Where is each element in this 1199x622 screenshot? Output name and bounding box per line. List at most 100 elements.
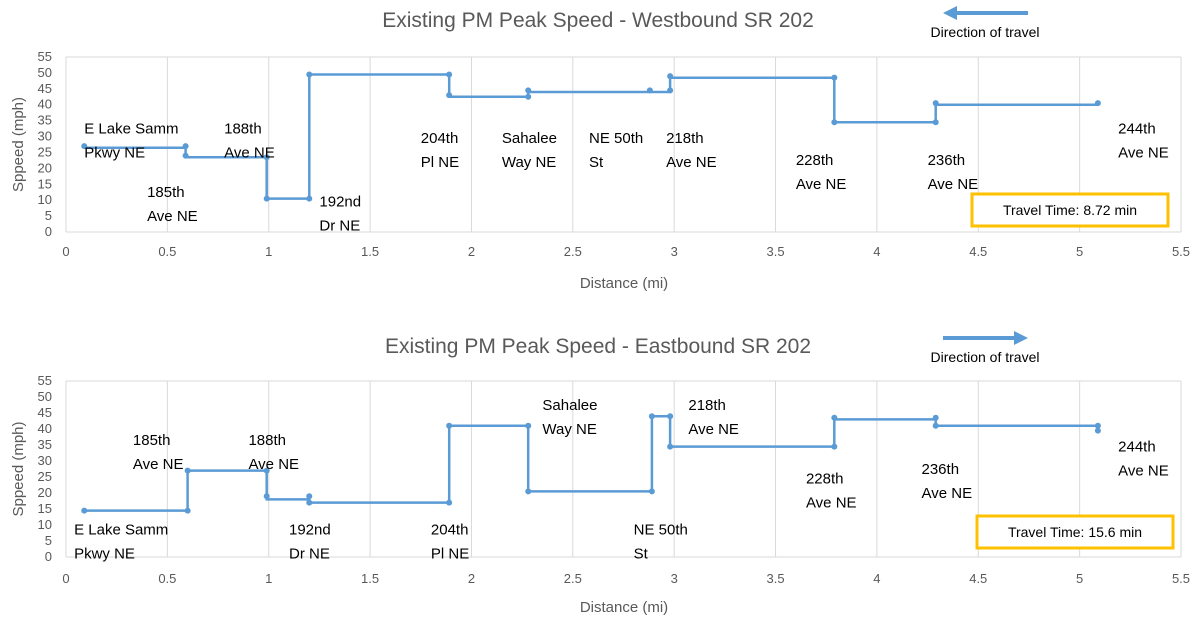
data-point — [667, 73, 674, 80]
chart-title: Existing PM Peak Speed - Westbound SR 20… — [382, 9, 814, 32]
x-tick-label: 3 — [671, 244, 678, 259]
intersection-label: E Lake Samm Pkwy NE — [74, 522, 168, 563]
y-tick-label: 35 — [38, 437, 52, 452]
data-point — [1094, 100, 1101, 107]
travel-time-label: Travel Time: 8.72 min — [1003, 202, 1137, 218]
data-point — [182, 152, 189, 159]
data-point — [648, 488, 655, 495]
x-tick-label: 3.5 — [767, 571, 785, 586]
intersection-label: 218th Ave NE — [666, 130, 717, 171]
intersection-label: 236th Ave NE — [928, 152, 979, 193]
intersection-label: 204th Pl NE — [431, 522, 469, 563]
y-tick-label: 55 — [38, 373, 52, 388]
x-tick-label: 4.5 — [969, 571, 987, 586]
x-tick-label: 4 — [873, 244, 880, 259]
data-point — [306, 71, 313, 78]
data-point — [263, 467, 270, 474]
x-tick-label: 5.5 — [1172, 571, 1190, 586]
x-tick-label: 0 — [62, 571, 69, 586]
travel-time-label: Travel Time: 15.6 min — [1008, 524, 1142, 540]
data-point — [263, 154, 270, 161]
intersection-label: 185th Ave NE — [133, 432, 184, 473]
data-point — [263, 195, 270, 202]
x-tick-label: 2 — [468, 244, 475, 259]
eastbound-speed-chart: Existing PM Peak Speed - Eastbound SR 20… — [10, 331, 1190, 616]
data-point — [81, 143, 88, 150]
data-point — [667, 413, 674, 420]
data-point — [446, 422, 453, 429]
intersection-label: 244th Ave NE — [1118, 120, 1169, 161]
x-tick-label: 1 — [265, 244, 272, 259]
y-tick-label: 10 — [38, 192, 52, 207]
data-point — [184, 507, 191, 514]
data-point — [446, 499, 453, 506]
y-tick-label: 0 — [45, 549, 52, 564]
data-point — [831, 74, 838, 81]
y-tick-label: 55 — [38, 49, 52, 64]
intersection-label: 188th Ave NE — [224, 120, 275, 161]
intersection-label: 236th Ave NE — [922, 461, 973, 502]
intersection-label: 244th Ave NE — [1118, 438, 1169, 479]
x-axis-title: Distance (mi) — [580, 275, 668, 292]
y-tick-label: 45 — [38, 81, 52, 96]
x-tick-label: 4.5 — [969, 244, 987, 259]
intersection-label: 192nd Dr NE — [289, 522, 331, 563]
intersection-label: E Lake Samm Pkwy NE — [84, 120, 178, 161]
y-tick-label: 5 — [45, 208, 52, 223]
data-point — [831, 414, 838, 421]
data-point — [648, 413, 655, 420]
intersection-label: 185th Ave NE — [147, 184, 198, 225]
x-tick-label: 5.5 — [1172, 244, 1190, 259]
data-point — [182, 143, 189, 150]
westbound-speed-chart: Existing PM Peak Speed - Westbound SR 20… — [10, 6, 1190, 292]
y-tick-label: 40 — [38, 421, 52, 436]
x-tick-label: 4 — [873, 571, 880, 586]
x-tick-label: 0.5 — [158, 571, 176, 586]
data-point — [932, 119, 939, 126]
data-point — [306, 195, 313, 202]
intersection-label: Sahalee Way NE — [502, 130, 557, 171]
data-point — [525, 93, 532, 100]
data-point — [306, 493, 313, 500]
y-tick-label: 30 — [38, 129, 52, 144]
y-tick-label: 50 — [38, 65, 52, 80]
y-tick-label: 40 — [38, 97, 52, 112]
y-tick-label: 10 — [38, 517, 52, 532]
y-tick-label: 15 — [38, 501, 52, 516]
data-point — [646, 87, 653, 94]
data-point — [932, 100, 939, 107]
y-tick-label: 20 — [38, 160, 52, 175]
y-tick-label: 15 — [38, 176, 52, 191]
chart-title: Existing PM Peak Speed - Eastbound SR 20… — [385, 335, 811, 358]
intersection-label: 192nd Dr NE — [319, 194, 361, 235]
direction-arrow-icon — [943, 331, 1028, 345]
x-axis-title: Distance (mi) — [580, 599, 668, 616]
y-tick-label: 30 — [38, 453, 52, 468]
data-point — [446, 92, 453, 99]
data-point — [1094, 427, 1101, 434]
data-point — [667, 87, 674, 94]
data-point — [263, 493, 270, 500]
x-tick-label: 2 — [468, 571, 475, 586]
travel-time-box — [970, 192, 1170, 228]
data-point — [525, 87, 532, 94]
y-tick-label: 50 — [38, 389, 52, 404]
x-tick-label: 5 — [1076, 244, 1083, 259]
data-point — [831, 443, 838, 450]
y-axis-title: Sppeed (mph) — [10, 421, 27, 516]
x-tick-label: 2.5 — [564, 571, 582, 586]
x-tick-label: 1 — [265, 571, 272, 586]
data-point — [1094, 422, 1101, 429]
data-point — [525, 422, 532, 429]
y-axis-title: Sppeed (mph) — [10, 97, 27, 192]
data-point — [525, 488, 532, 495]
data-point — [831, 119, 838, 126]
y-tick-label: 35 — [38, 113, 52, 128]
y-tick-label: 5 — [45, 533, 52, 548]
intersection-label: 228th Ave NE — [806, 470, 857, 511]
direction-label: Direction of travel — [931, 24, 1040, 40]
intersection-label: 228th Ave NE — [796, 152, 847, 193]
data-point — [184, 467, 191, 474]
x-tick-label: 3 — [671, 571, 678, 586]
direction-label: Direction of travel — [931, 349, 1040, 365]
